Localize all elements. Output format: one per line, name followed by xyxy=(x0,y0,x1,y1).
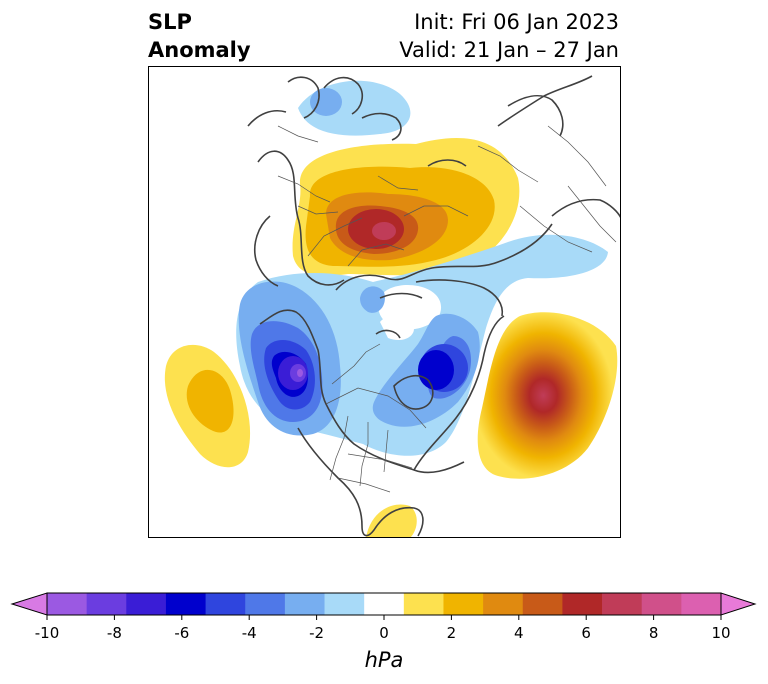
colorbar-tick-label: 6 xyxy=(581,624,591,642)
country-borders xyxy=(277,125,617,493)
colorbar-segment xyxy=(165,593,206,615)
colorbar-segment xyxy=(602,593,643,615)
colorbar-segment xyxy=(205,593,246,615)
colorbar-segment xyxy=(284,593,325,615)
colorbar-extend-max xyxy=(720,592,757,616)
colorbar-segment xyxy=(641,593,682,615)
colorbar-segment xyxy=(324,593,365,615)
colorbar-tick-label: -6 xyxy=(174,624,189,642)
colorbar-extend-min xyxy=(10,592,48,616)
colorbar-tick-label: -10 xyxy=(35,624,60,642)
valid-range: Valid: 21 Jan – 27 Jan xyxy=(399,38,619,62)
colorbar-segment xyxy=(403,593,444,615)
north-pacific-high xyxy=(164,344,251,468)
forecast-dates: Init: Fri 06 Jan 2023 Valid: 21 Jan – 27… xyxy=(399,8,619,64)
gulf-of-mexico-high xyxy=(366,504,417,538)
colorbar-tick-label: 10 xyxy=(711,624,730,642)
colorbar-tick-label: 2 xyxy=(447,624,457,642)
colorbar-segment xyxy=(681,593,722,615)
colorbar-segment xyxy=(245,593,286,615)
colorbar-ticks: -10 -8 -6 -4 -2 0 2 4 6 8 10 xyxy=(35,615,731,642)
colorbar-segment xyxy=(562,593,603,615)
colorbar-segments xyxy=(10,592,757,616)
figure-title: SLP Anomaly xyxy=(148,8,251,64)
slp-anomaly-map xyxy=(148,66,621,538)
colorbar-segment xyxy=(522,593,563,615)
title-line-1: SLP xyxy=(148,10,192,34)
north-atlantic-high xyxy=(477,312,618,479)
map-frame xyxy=(148,66,621,538)
colorbar-tick-label: -4 xyxy=(242,624,257,642)
colorbar-segment xyxy=(86,593,127,615)
colorbar-segment xyxy=(364,593,405,615)
colorbar: -10 -8 -6 -4 -2 0 2 4 6 8 10 hPa xyxy=(10,592,757,672)
colorbar-tick-label: -8 xyxy=(107,624,122,642)
colorbar-tick-label: 8 xyxy=(649,624,659,642)
init-date: Init: Fri 06 Jan 2023 xyxy=(414,10,619,34)
colorbar-tick-label: 4 xyxy=(514,624,524,642)
colorbar-segment xyxy=(483,593,524,615)
title-line-2: Anomaly xyxy=(148,38,251,62)
pacific-low xyxy=(238,281,341,436)
colorbar-tick-label: 0 xyxy=(379,624,389,642)
colorbar-segment xyxy=(443,593,484,615)
colorbar-segment xyxy=(126,593,167,615)
colorbar-segment xyxy=(47,593,88,615)
colorbar-unit-label: hPa xyxy=(365,648,404,672)
siberian-high xyxy=(292,138,520,276)
colorbar-tick-label: -2 xyxy=(309,624,324,642)
scandinavia-low xyxy=(298,80,411,136)
